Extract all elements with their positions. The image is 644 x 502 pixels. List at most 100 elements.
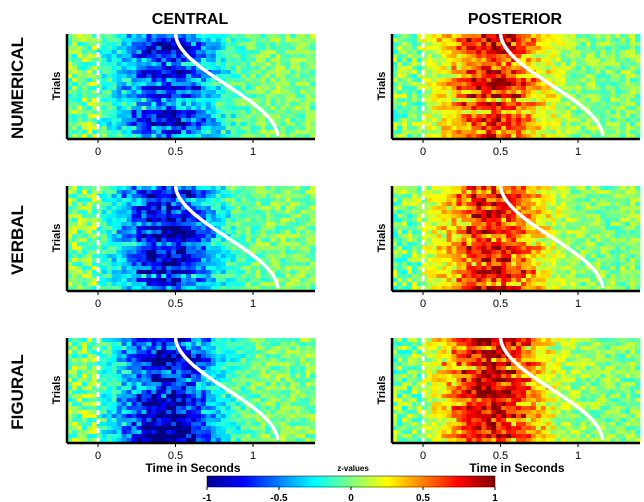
heatmap-cell xyxy=(305,46,311,51)
heatmap-cell xyxy=(86,70,93,75)
heatmap-cell xyxy=(481,214,487,219)
heatmap-cell xyxy=(535,266,542,271)
heatmap-cell xyxy=(426,234,433,239)
heatmap-cell xyxy=(141,238,147,243)
heatmap-cell xyxy=(270,106,276,111)
heatmap-cell xyxy=(270,278,276,283)
heatmap-cell xyxy=(255,50,261,55)
heatmap-cell xyxy=(451,126,457,131)
heatmap-cell xyxy=(141,74,147,79)
heatmap-cell xyxy=(260,238,266,243)
heatmap-cell xyxy=(275,102,281,107)
heatmap-cell xyxy=(200,86,207,91)
heatmap-cell xyxy=(516,206,522,211)
heatmap-cell xyxy=(225,54,232,59)
heatmap-cell xyxy=(411,78,418,83)
heatmap-cell xyxy=(265,130,271,135)
heatmap-cell xyxy=(501,126,507,131)
heatmap-cell xyxy=(126,274,132,279)
heatmap-cell xyxy=(71,270,78,275)
heatmap-cell xyxy=(615,82,621,87)
heatmap-cell xyxy=(245,106,251,111)
heatmap-cell xyxy=(116,230,122,235)
heatmap-cell xyxy=(520,250,527,255)
heatmap-cell xyxy=(176,278,182,283)
heatmap-cell xyxy=(166,230,172,235)
heatmap-cell xyxy=(426,186,433,191)
heatmap-cell xyxy=(191,42,197,47)
heatmap-cell xyxy=(491,134,497,139)
heatmap-cell xyxy=(590,186,596,191)
heatmap-cell xyxy=(595,58,601,63)
heatmap-cell xyxy=(550,210,557,215)
heatmap-cell xyxy=(471,42,477,47)
y-axis-label: Trials xyxy=(376,72,388,101)
heatmap-cell xyxy=(141,278,147,283)
heatmap-cell xyxy=(605,258,611,263)
heatmap-cell xyxy=(270,242,276,247)
heatmap-cell xyxy=(471,210,477,215)
heatmap-cell xyxy=(121,226,127,231)
heatmap-cell xyxy=(401,62,408,67)
heatmap-cell xyxy=(96,82,103,87)
heatmap-cell xyxy=(461,186,467,191)
heatmap-cell xyxy=(575,262,581,267)
heatmap-cell xyxy=(406,198,413,203)
heatmap-cell xyxy=(220,242,227,247)
heatmap-cell xyxy=(191,122,197,127)
heatmap-cell xyxy=(506,90,512,95)
heatmap-cell xyxy=(525,190,532,195)
heatmap-cell xyxy=(471,122,477,127)
heatmap-cell xyxy=(101,262,108,267)
heatmap-cell xyxy=(625,186,631,191)
heatmap-cell xyxy=(156,194,162,199)
heatmap-cell xyxy=(81,50,88,55)
heatmap-cell xyxy=(446,102,452,107)
heatmap-cell xyxy=(76,242,83,247)
heatmap-cell xyxy=(260,54,266,59)
heatmap-cell xyxy=(171,198,177,203)
heatmap-cell xyxy=(560,214,566,219)
heatmap-cell xyxy=(86,126,93,131)
heatmap-cell xyxy=(91,262,98,267)
heatmap-cell xyxy=(516,222,522,227)
heatmap-cell xyxy=(545,70,552,75)
heatmap-cell xyxy=(545,194,552,199)
heatmap-cell xyxy=(225,78,232,83)
heatmap-cell xyxy=(560,118,566,123)
heatmap-cell xyxy=(136,222,142,227)
heatmap-cell xyxy=(106,118,113,123)
heatmap-cell xyxy=(270,94,276,99)
heatmap-cell xyxy=(240,98,246,103)
heatmap-cell xyxy=(191,250,197,255)
heatmap-cell xyxy=(275,118,281,123)
heatmap-cell xyxy=(290,74,296,79)
heatmap-cell xyxy=(411,126,418,131)
heatmap-cell xyxy=(67,230,73,235)
heatmap-cell xyxy=(176,50,182,55)
heatmap-cell xyxy=(535,82,542,87)
heatmap-cell xyxy=(436,114,442,119)
heatmap-cell xyxy=(166,82,172,87)
heatmap-cell xyxy=(111,114,117,119)
heatmap-cell xyxy=(416,126,423,131)
heatmap-cell xyxy=(585,74,591,79)
heatmap-cell xyxy=(466,50,472,55)
heatmap-cell xyxy=(491,62,497,67)
heatmap-cell xyxy=(210,246,217,251)
heatmap-cell xyxy=(126,130,132,135)
heatmap-cell xyxy=(392,266,398,271)
heatmap-cell xyxy=(305,50,311,55)
heatmap-cell xyxy=(511,86,517,91)
heatmap-cell xyxy=(121,42,127,47)
heatmap-cell xyxy=(71,118,78,123)
heatmap-cell xyxy=(275,206,281,211)
heatmap-cell xyxy=(560,186,566,191)
heatmap-cell xyxy=(96,58,103,63)
heatmap-cell xyxy=(230,246,237,251)
heatmap-cell xyxy=(240,194,246,199)
heatmap-cell xyxy=(635,242,641,247)
heatmap-cell xyxy=(71,214,78,219)
heatmap-cell xyxy=(126,254,132,259)
heatmap-cell xyxy=(590,50,596,55)
